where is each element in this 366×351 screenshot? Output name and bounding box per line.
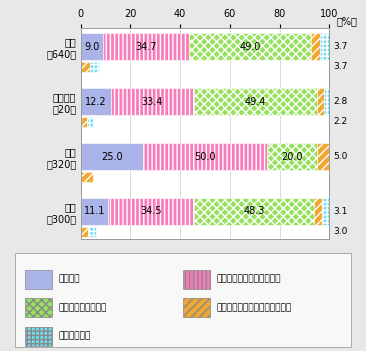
- Bar: [81, 143, 143, 170]
- Text: どちらとも言えない: どちらとも言えない: [59, 303, 107, 312]
- Bar: [317, 143, 329, 170]
- Bar: [81, 117, 87, 127]
- Bar: [87, 117, 93, 127]
- Bar: [108, 198, 194, 225]
- Text: 49.4: 49.4: [245, 97, 266, 107]
- Bar: [81, 33, 103, 60]
- Text: 3.7: 3.7: [333, 62, 347, 71]
- FancyBboxPatch shape: [183, 298, 210, 317]
- Bar: [111, 88, 194, 115]
- Text: 11.1: 11.1: [84, 206, 105, 217]
- Bar: [81, 198, 108, 225]
- Text: 49.0: 49.0: [240, 42, 261, 52]
- Bar: [81, 62, 90, 72]
- Bar: [324, 88, 329, 115]
- Text: そう思う: そう思う: [59, 275, 80, 284]
- Text: そう思わない: そう思わない: [59, 332, 91, 340]
- Text: 3.1: 3.1: [333, 207, 347, 216]
- Text: 33.4: 33.4: [142, 97, 163, 107]
- Bar: [317, 88, 324, 115]
- Bar: [81, 172, 93, 182]
- Text: 48.3: 48.3: [243, 206, 265, 217]
- Text: 20.0: 20.0: [281, 152, 303, 161]
- Bar: [321, 33, 330, 60]
- FancyBboxPatch shape: [25, 327, 52, 346]
- Text: 3.7: 3.7: [333, 42, 347, 51]
- Text: 3.0: 3.0: [333, 227, 347, 236]
- Bar: [103, 33, 189, 60]
- Bar: [90, 62, 99, 72]
- FancyBboxPatch shape: [25, 270, 52, 289]
- Bar: [88, 227, 96, 237]
- FancyBboxPatch shape: [183, 270, 210, 289]
- Text: 50.0: 50.0: [194, 152, 216, 161]
- Bar: [189, 33, 311, 60]
- Text: どちらかと言えばそう思わない: どちらかと言えばそう思わない: [217, 303, 292, 312]
- Bar: [194, 198, 314, 225]
- Bar: [143, 143, 267, 170]
- Text: 2.8: 2.8: [333, 97, 347, 106]
- Text: 34.7: 34.7: [135, 42, 157, 52]
- Bar: [267, 143, 317, 170]
- Bar: [194, 88, 317, 115]
- Text: 2.2: 2.2: [333, 117, 347, 126]
- Text: どちらかと言えばそう思う: どちらかと言えばそう思う: [217, 275, 281, 284]
- Bar: [322, 198, 329, 225]
- Bar: [81, 227, 88, 237]
- Bar: [314, 198, 322, 225]
- Text: 34.5: 34.5: [140, 206, 162, 217]
- Text: 5.0: 5.0: [333, 152, 347, 161]
- Text: 9.0: 9.0: [84, 42, 99, 52]
- Text: 25.0: 25.0: [101, 152, 123, 161]
- Bar: [81, 88, 111, 115]
- Text: 12.2: 12.2: [85, 97, 107, 107]
- Bar: [311, 33, 321, 60]
- Text: （%）: （%）: [337, 16, 358, 26]
- FancyBboxPatch shape: [25, 298, 52, 317]
